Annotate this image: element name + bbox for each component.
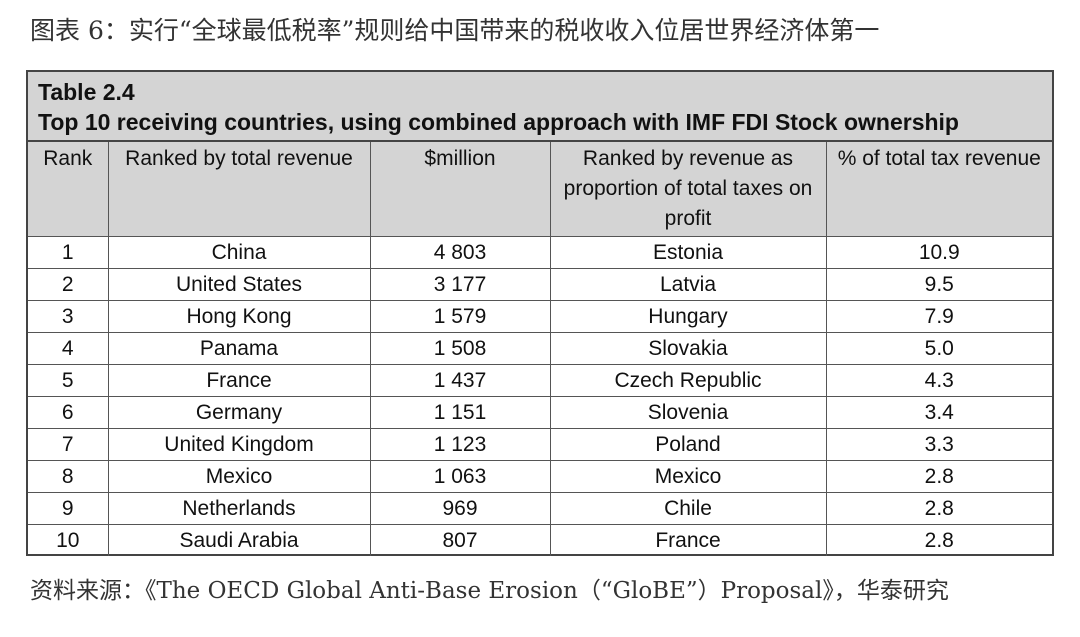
cell-country: United Kingdom [107,428,371,461]
cell-percent: 2.8 [825,524,1052,556]
cell-country: Panama [107,332,371,365]
cell-country: China [107,236,371,269]
table-row: 10 Saudi Arabia 807 France 2.8 [28,524,1052,556]
cell-percent: 3.4 [825,396,1052,429]
cell-percent: 2.8 [825,492,1052,525]
cell-percent: 9.5 [825,268,1052,301]
header-row: Rank Ranked by total revenue $million Ra… [28,142,1052,237]
cell-percent: 2.8 [825,460,1052,493]
cell-rank: 9 [28,492,109,525]
table-heading: Table 2.4 Top 10 receiving countries, us… [28,72,1052,142]
col-header-percent: % of total tax revenue [825,142,1052,237]
cell-country: Saudi Arabia [107,524,371,556]
source-note: 资料来源：《The OECD Global Anti-Base Erosion（… [30,578,949,604]
cell-million: 1 579 [369,300,551,333]
cell-proportion-country: Slovenia [549,396,827,429]
cell-country: Germany [107,396,371,429]
cell-proportion-country: Chile [549,492,827,525]
cell-percent: 7.9 [825,300,1052,333]
table-row: 8 Mexico 1 063 Mexico 2.8 [28,460,1052,493]
cell-million: 807 [369,524,551,556]
cell-percent: 3.3 [825,428,1052,461]
cell-million: 1 508 [369,332,551,365]
table-row: 6 Germany 1 151 Slovenia 3.4 [28,396,1052,429]
table-title: Top 10 receiving countries, using combin… [38,109,959,135]
cell-proportion-country: Estonia [549,236,827,269]
data-table-container: Table 2.4 Top 10 receiving countries, us… [26,70,1054,556]
cell-country: Mexico [107,460,371,493]
cell-million: 4 803 [369,236,551,269]
table-row: 5 France 1 437 Czech Republic 4.3 [28,364,1052,397]
cell-million: 1 437 [369,364,551,397]
cell-country: Hong Kong [107,300,371,333]
cell-rank: 7 [28,428,109,461]
table-row: 9 Netherlands 969 Chile 2.8 [28,492,1052,525]
cell-proportion-country: France [549,524,827,556]
cell-proportion-country: Slovakia [549,332,827,365]
table-row: 7 United Kingdom 1 123 Poland 3.3 [28,428,1052,461]
figure-caption: 图表 6：实行“全球最低税率”规则给中国带来的税收收入位居世界经济体第一 [30,16,880,45]
cell-percent: 10.9 [825,236,1052,269]
col-header-country: Ranked by total revenue [107,142,371,237]
table-row: 4 Panama 1 508 Slovakia 5.0 [28,332,1052,365]
cell-proportion-country: Poland [549,428,827,461]
ranking-table: Rank Ranked by total revenue $million Ra… [28,142,1052,556]
cell-rank: 1 [28,236,109,269]
cell-rank: 4 [28,332,109,365]
cell-percent: 4.3 [825,364,1052,397]
cell-rank: 2 [28,268,109,301]
col-header-rank: Rank [28,142,109,237]
col-header-million: $million [369,142,551,237]
cell-million: 969 [369,492,551,525]
cell-rank: 5 [28,364,109,397]
cell-rank: 6 [28,396,109,429]
table-row: 2 United States 3 177 Latvia 9.5 [28,268,1052,301]
cell-rank: 3 [28,300,109,333]
cell-million: 3 177 [369,268,551,301]
cell-proportion-country: Hungary [549,300,827,333]
cell-rank: 8 [28,460,109,493]
cell-million: 1 063 [369,460,551,493]
table-row: 3 Hong Kong 1 579 Hungary 7.9 [28,300,1052,333]
cell-country: United States [107,268,371,301]
table-label: Table 2.4 [38,79,135,105]
cell-percent: 5.0 [825,332,1052,365]
cell-million: 1 151 [369,396,551,429]
cell-proportion-country: Latvia [549,268,827,301]
cell-rank: 10 [28,524,109,556]
cell-million: 1 123 [369,428,551,461]
table-row: 1 China 4 803 Estonia 10.9 [28,236,1052,269]
cell-proportion-country: Mexico [549,460,827,493]
cell-country: France [107,364,371,397]
cell-country: Netherlands [107,492,371,525]
cell-proportion-country: Czech Republic [549,364,827,397]
col-header-proportion-country: Ranked by revenue as proportion of total… [549,142,827,237]
